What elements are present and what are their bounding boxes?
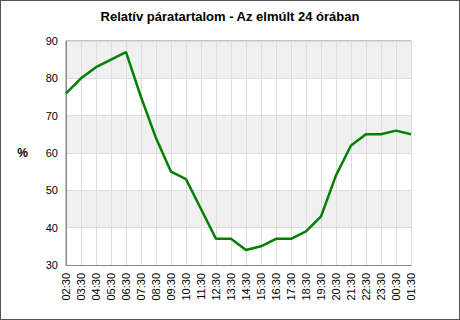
svg-text:02:30: 02:30 <box>60 273 72 301</box>
svg-text:05:30: 05:30 <box>105 273 117 301</box>
svg-text:01:30: 01:30 <box>405 273 417 301</box>
svg-text:15:30: 15:30 <box>255 273 267 301</box>
svg-text:90: 90 <box>46 35 58 47</box>
svg-text:70: 70 <box>46 110 58 122</box>
svg-text:04:30: 04:30 <box>90 273 102 301</box>
svg-text:23:30: 23:30 <box>375 273 387 301</box>
svg-text:08:30: 08:30 <box>150 273 162 301</box>
svg-text:50: 50 <box>46 184 58 196</box>
svg-text:00:30: 00:30 <box>390 273 402 301</box>
svg-text:07:30: 07:30 <box>135 273 147 301</box>
svg-text:11:30: 11:30 <box>195 273 207 300</box>
svg-text:19:30: 19:30 <box>315 273 327 301</box>
svg-text:16:30: 16:30 <box>270 273 282 301</box>
svg-text:14:30: 14:30 <box>240 273 252 301</box>
svg-text:Relatív páratartalom - Az elmú: Relatív páratartalom - Az elmúlt 24 óráb… <box>101 9 360 24</box>
svg-text:13:30: 13:30 <box>225 273 237 301</box>
svg-text:12:30: 12:30 <box>210 273 222 301</box>
svg-text:10:30: 10:30 <box>180 273 192 301</box>
svg-text:18:30: 18:30 <box>300 273 312 301</box>
svg-text:60: 60 <box>46 147 58 159</box>
svg-text:06:30: 06:30 <box>120 273 132 301</box>
svg-text:80: 80 <box>46 72 58 84</box>
svg-text:40: 40 <box>46 222 58 234</box>
svg-text:09:30: 09:30 <box>165 273 177 301</box>
svg-text:20:30: 20:30 <box>330 273 342 301</box>
svg-text:21:30: 21:30 <box>345 273 357 301</box>
svg-text:%: % <box>17 146 28 160</box>
svg-text:17:30: 17:30 <box>285 273 297 301</box>
svg-text:03:30: 03:30 <box>75 273 87 301</box>
svg-text:22:30: 22:30 <box>360 273 372 301</box>
svg-text:30: 30 <box>46 259 58 271</box>
